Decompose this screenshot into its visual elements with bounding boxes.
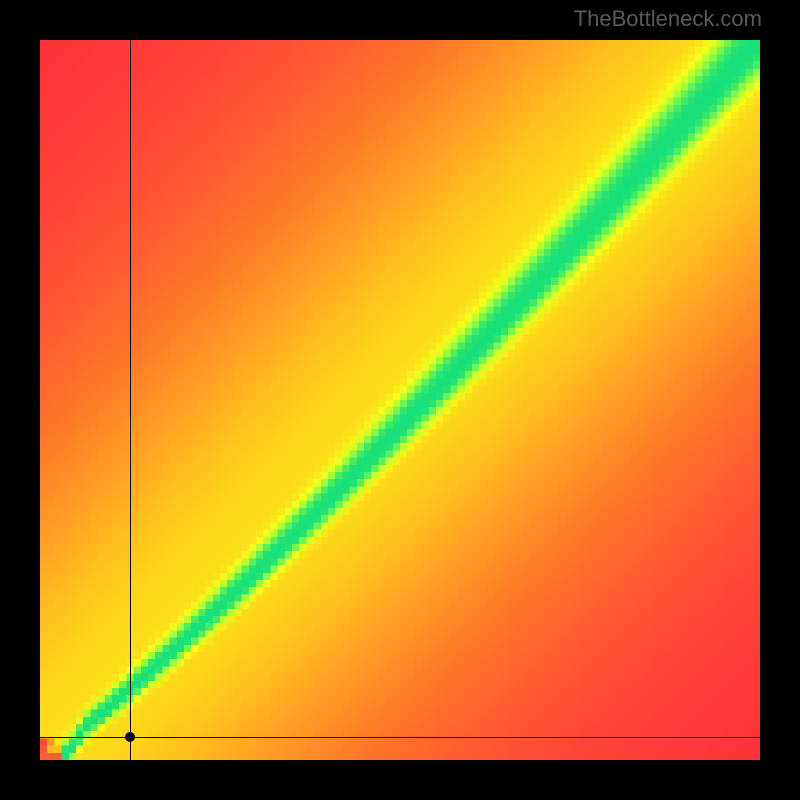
marker-dot [125,732,135,742]
heatmap-plot-area [40,40,760,760]
marker-crosshair-vertical [130,40,131,760]
bottleneck-heatmap [40,40,760,760]
marker-crosshair-horizontal [40,737,760,738]
attribution-text: TheBottleneck.com [574,6,762,32]
